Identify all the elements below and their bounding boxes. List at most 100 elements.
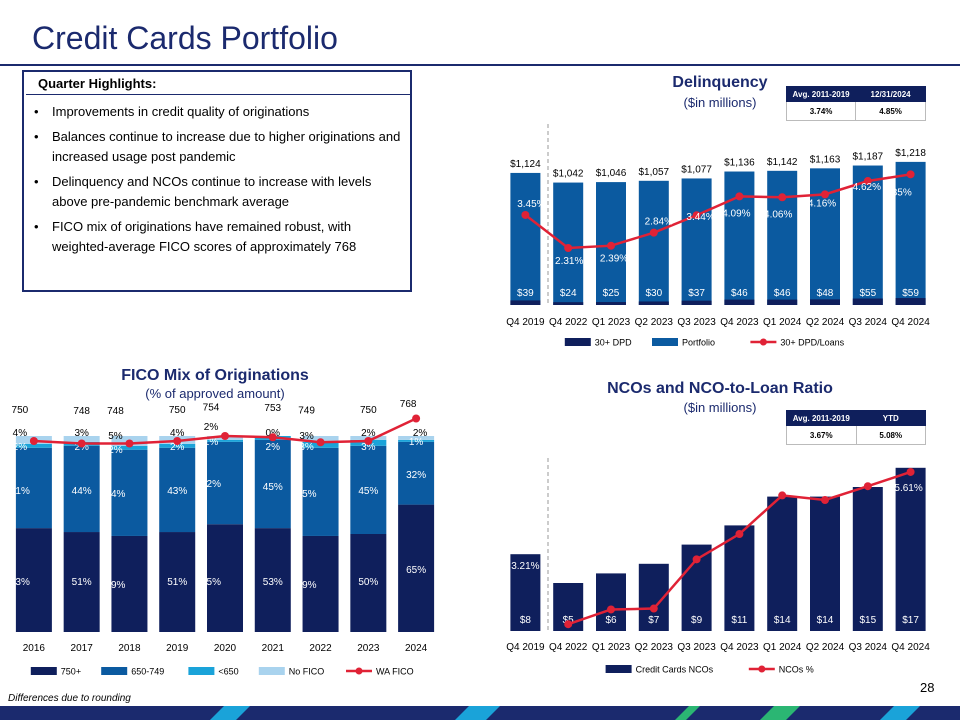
fico-650749-segment [254,439,291,529]
delinquency-category-label: Q3 2024 [849,317,888,328]
fico-750-segment [302,535,339,632]
fico-650749-segment [111,449,148,536]
fico-750-label: 50% [358,577,378,588]
fico-750-segment [398,504,435,632]
title-divider [0,64,960,66]
fico-category-label: 2019 [166,643,189,654]
fico-wa-point [364,437,373,445]
delinquency-ratio-label: 4.09% [722,208,750,219]
fico-650749-segment [207,441,243,525]
delinquency-portfolio-label: $1,042 [553,169,584,180]
fico-wa-label: 750 [169,405,186,416]
fico-category-label: 2024 [405,643,428,654]
fico-legend-swatch [101,667,128,675]
delinquency-portfolio-bar [852,165,883,305]
fico-legend-marker-key [355,667,363,675]
delinquency-portfolio-bar [895,161,926,305]
nco-legend-marker-key [758,665,766,673]
fico-nofico-label: 2% [204,422,219,433]
highlights-rule [26,94,410,95]
delinquency-ratio-point [735,192,744,201]
fico-750-label: 49% [105,580,125,591]
page-number: 28 [920,680,935,695]
delinquency-portfolio-label: $1,046 [596,168,627,179]
delinquency-portfolio-label: $1,077 [681,164,712,175]
nco-legend-label: NCOs % [779,665,814,675]
delinquency-dpd-bar [767,299,798,305]
nco-table-header: YTD [855,410,926,426]
fico-750-segment [350,534,387,632]
delinquency-ratio-point [607,241,615,250]
delinquency-ratio-label: 2.31% [555,256,583,267]
delinquency-dpd-bar [553,302,584,305]
nco-category-label: Q2 2024 [806,642,845,653]
nco-ratio-point [607,605,615,614]
fico-legend-label: No FICO [289,667,325,677]
fico-legend-label: <650 [218,667,238,677]
fico-650-label: 44% [105,489,125,500]
nco-category-label: Q3 2023 [677,642,716,653]
nco-title: NCOs and NCO-to-Loan Ratio [607,380,833,397]
delinquency-legend-label: Portfolio [682,338,715,348]
nco-benchmark-table: Avg. 2011-2019 YTD 3.67% 5.08% [786,410,926,445]
nco-ratio-label: 3.21% [511,561,539,572]
fico-legend-label: 650-749 [131,667,164,677]
delinquency-category-label: Q4 2019 [506,317,545,328]
highlight-bullet: Delinquency and NCOs continue to increas… [32,172,404,212]
fico-650-segment [159,443,196,448]
fico-under650-label: 2% [108,445,123,456]
fico-wa-point [77,439,86,448]
nco-table-header: Avg. 2011-2019 [786,410,857,426]
fico-category-label: 2020 [214,643,237,654]
nco-category-label: Q1 2023 [592,642,631,653]
nco-category-label: Q4 2019 [506,642,545,653]
nco-ratio-point [906,467,915,476]
nco-bar-label: $14 [817,615,834,626]
fico-750-label: 55% [201,577,221,588]
fico-650749-segment [159,447,196,533]
fico-650-segment [111,445,148,450]
fico-650-label: 42% [201,479,221,490]
nco-category-label: Q4 2024 [891,642,930,653]
nco-ratio-point [564,620,573,629]
delinquency-portfolio-label: $1,218 [895,148,926,159]
delinquency-portfolio-bar [681,178,712,305]
fico-650-segment [207,439,243,442]
delinquency-subtitle: ($in millions) [683,95,757,110]
delinquency-category-label: Q4 2024 [891,317,930,328]
fico-legend-swatch [188,667,215,675]
nco-category-label: Q3 2024 [849,642,888,653]
delinquency-dpd-label: $59 [902,288,919,299]
fico-category-label: 2018 [118,643,141,654]
fico-legend-label: 750+ [61,667,81,677]
delinquency-dpd-label: $37 [688,288,705,299]
delinquency-dpd-label: $55 [859,288,876,299]
delinquency-dpd-bar [724,299,755,305]
nco-table-value: 5.08% [855,425,926,445]
fico-650-label: 45% [263,482,283,493]
delinquency-title: Delinquency [672,74,768,91]
nco-bar-label: $14 [774,615,791,626]
delinquency-dpd-bar [596,302,626,305]
delinquency-ratio-point [906,170,915,179]
fico-650-label: 32% [406,470,426,481]
delinquency-portfolio-bar [810,168,840,305]
fico-wa-label: 748 [73,406,90,417]
delinquency-dpd-bar [895,298,926,305]
highlights-box: Quarter Highlights: Improvements in cred… [22,70,412,292]
delinquency-dpd-bar [810,299,840,305]
highlights-list: Improvements in credit quality of origin… [32,102,404,262]
fico-650-label: 45% [297,489,317,500]
fico-under650-label: 3% [361,442,376,453]
nco-bar [724,525,755,631]
fico-750-segment [207,524,243,632]
delinquency-legend-swatch [564,338,591,346]
delinquency-ratio-point [821,190,829,199]
fico-750-label: 49% [297,580,317,591]
delinquency-portfolio-bar [553,182,584,305]
delinquency-ratio-label: 4.16% [808,198,836,209]
delinquency-category-label: Q4 2023 [720,317,759,328]
delinquency-portfolio-label: $1,057 [639,167,670,178]
nco-bar-label: $11 [731,615,747,626]
